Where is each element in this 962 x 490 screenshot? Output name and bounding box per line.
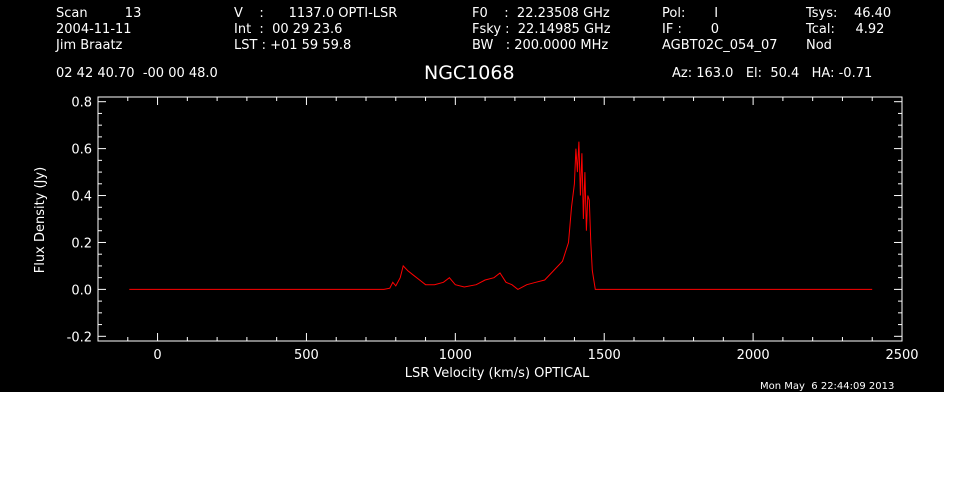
y-tick-label: 0.0	[71, 283, 92, 298]
header-scan: Scan 13	[56, 6, 142, 21]
y-tick-label: 0.2	[71, 236, 92, 251]
header-fsky: Fsky : 22.14985 GHz	[472, 22, 611, 37]
header-date: 2004-11-11	[56, 22, 132, 37]
plot-panel	[0, 0, 944, 392]
header-if: IF : 0	[662, 22, 720, 37]
header-coords: 02 42 40.70 -00 00 48.0	[56, 66, 218, 81]
header-integration: Int : 00 29 23.6	[234, 22, 343, 37]
header-tcal: Tcal: 4.92	[806, 22, 885, 37]
header-tsys: Tsys: 46.40	[806, 6, 892, 21]
x-tick-label: 500	[294, 348, 319, 363]
header-mode: Nod	[806, 38, 832, 53]
y-tick-label: -0.2	[67, 330, 92, 345]
y-tick-label: 0.6	[71, 143, 92, 158]
header-project: AGBT02C_054_07	[662, 38, 778, 53]
x-tick-label: 0	[153, 348, 161, 363]
x-tick-label: 2500	[885, 348, 918, 363]
tick-layer	[97, 97, 903, 341]
y-tick-label: 0.4	[71, 190, 92, 205]
tick-label-layer: 0 500 1000 1500 2000 2500 -0.2 0.0 0.2 0.4 0.6 0.8	[67, 96, 919, 363]
spectrum-plot: 0 500 1000 1500 2000 2500-0.20.00.20.40.60.8 …	[33, 96, 919, 381]
header-observer: Jim Braatz	[56, 38, 123, 53]
y-tick-label: 0.8	[71, 96, 92, 111]
x-tick-label: 1000	[439, 348, 472, 363]
x-tick-label: 1500	[588, 348, 621, 363]
x-axis-label: LSR Velocity (km/s) OPTICAL	[405, 366, 590, 381]
header-velocity: V : 1137.0 OPTI-LSR	[234, 6, 398, 21]
spectrum-line	[129, 141, 873, 290]
chart-title: NGC1068	[424, 62, 515, 84]
header-pol: Pol: I	[662, 6, 719, 21]
plot-frame	[97, 96, 903, 342]
y-axis-label: Flux Density (Jy)	[33, 167, 48, 273]
x-tick-label: 2000	[737, 348, 770, 363]
header-pointing: Az: 163.0 El: 50.4 HA: -0.71	[672, 66, 873, 81]
header-bw: BW : 200.0000 MHz	[472, 38, 609, 53]
header-lst: LST : +01 59 59.8	[234, 38, 352, 53]
header-f0: F0 : 22.23508 GHz	[472, 6, 610, 21]
timestamp: Mon May 6 22:44:09 2013	[760, 381, 895, 392]
